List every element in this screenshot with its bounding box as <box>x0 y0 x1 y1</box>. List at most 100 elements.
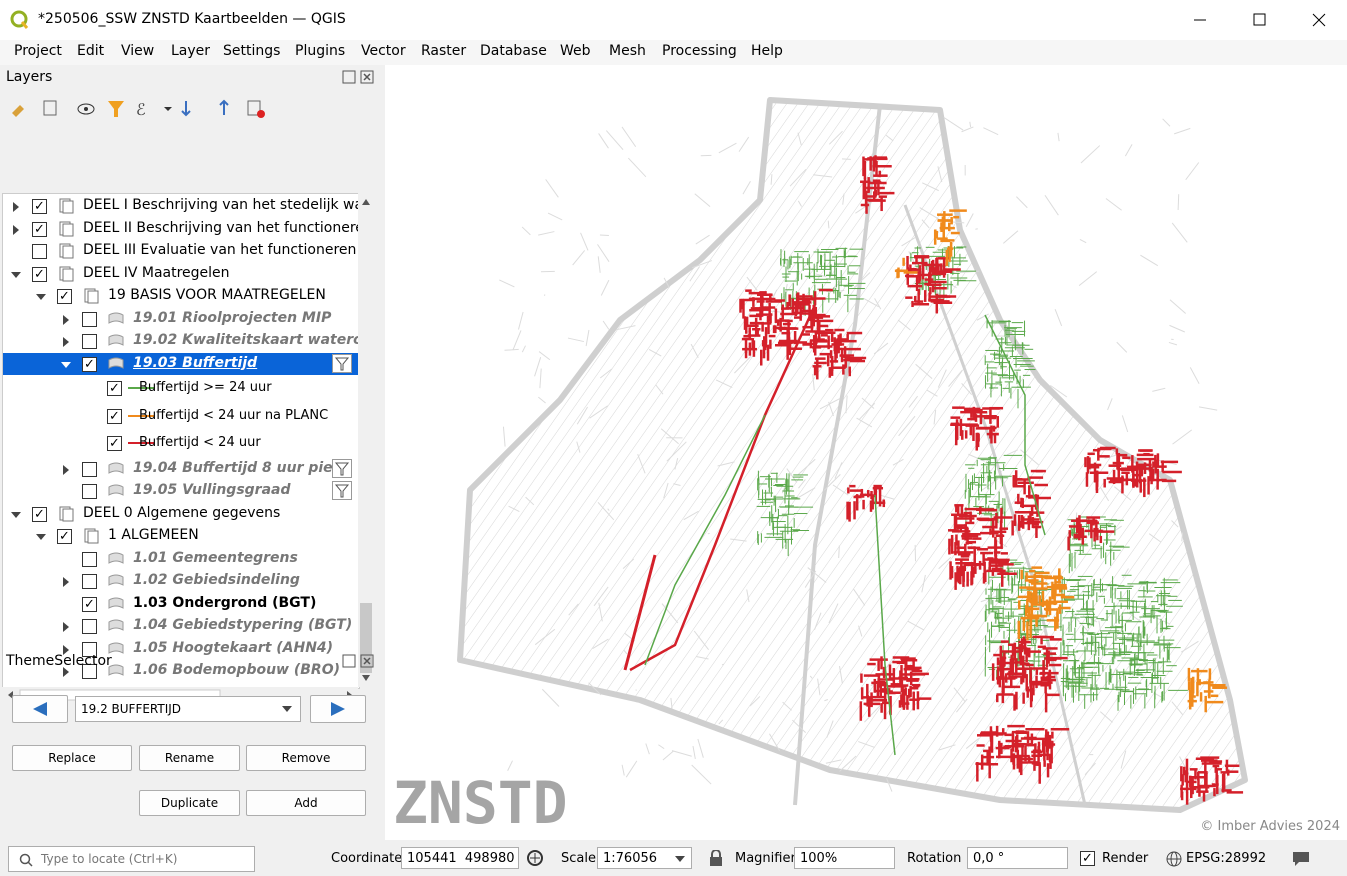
visibility-checkbox[interactable]: ✓ <box>107 381 122 396</box>
filter-icon[interactable] <box>332 458 352 482</box>
theme-button[interactable]: Add <box>246 790 366 816</box>
sewer-line <box>517 311 524 330</box>
crs[interactable]: EPSG:28992 <box>1186 851 1267 866</box>
previous-theme[interactable] <box>12 695 68 723</box>
panel-controls[interactable] <box>342 654 376 668</box>
theme-combo[interactable]: 19.2 BUFFERTIJD <box>75 696 301 722</box>
visibility-checkbox[interactable]: ✓ <box>107 436 122 451</box>
visibility-checkbox[interactable] <box>82 641 97 657</box>
visibility-checkbox[interactable] <box>82 551 97 567</box>
map-canvas[interactable]: ZNSTD © Imber Advies 2024 <box>385 65 1347 840</box>
expander[interactable] <box>61 313 71 329</box>
expander[interactable] <box>61 620 71 636</box>
menu-item[interactable]: Mesh <box>609 43 646 59</box>
layer-row[interactable]: ✓ 1 ALGEMEEN <box>3 525 359 548</box>
menu-item[interactable]: Database <box>480 43 547 59</box>
filter-icon[interactable] <box>332 481 352 504</box>
visibility-checkbox[interactable] <box>82 664 97 679</box>
visibility-checkbox[interactable]: ✓ <box>32 266 47 282</box>
locator[interactable]: Type to locate (Ctrl+K) <box>8 846 255 872</box>
crs-icon[interactable] <box>1166 851 1182 867</box>
theme-button[interactable]: Rename <box>139 745 240 771</box>
layer-row[interactable]: DEEL III Evaluatie van het functioneren … <box>3 240 359 263</box>
extents-toggle[interactable] <box>526 849 544 867</box>
menu-item[interactable]: Vector <box>361 43 406 59</box>
layer-row[interactable]: ✓ DEEL IV Maatregelen <box>3 263 359 286</box>
visibility-checkbox[interactable] <box>82 574 97 589</box>
theme-button[interactable]: Replace <box>12 745 132 771</box>
layer-row[interactable]: ✓ Buffertijd >= 24 uur <box>3 375 359 403</box>
layer-row[interactable]: 1.01 Gemeentegrens <box>3 548 359 571</box>
visibility-checkbox[interactable]: ✓ <box>82 356 97 372</box>
visibility-checkbox[interactable] <box>82 619 97 634</box>
layer-row[interactable]: 1.04 Gebiedstypering (BGT) <box>3 615 359 638</box>
menu-item[interactable]: Processing <box>662 43 737 59</box>
menu-item[interactable]: Project <box>14 43 62 59</box>
layer-row[interactable]: ✓ 19.03 Buffertijd <box>3 352 359 377</box>
layer-row[interactable]: ✓ 19 BASIS VOOR MAATREGELEN <box>3 285 359 308</box>
scale-lock[interactable] <box>709 850 723 866</box>
layer-row[interactable]: ✓ DEEL 0 Algemene gegevens <box>3 503 359 526</box>
expander[interactable] <box>61 665 71 681</box>
next-theme[interactable] <box>310 695 366 723</box>
visibility-checkbox[interactable] <box>82 334 97 349</box>
filter-icon[interactable] <box>332 353 352 377</box>
expander[interactable] <box>61 575 71 591</box>
expander[interactable] <box>36 290 46 306</box>
theme-button[interactable]: Remove <box>246 745 366 771</box>
visibility-checkbox[interactable] <box>82 461 97 477</box>
expander[interactable] <box>11 268 21 284</box>
layer-row[interactable]: 19.04 Buffertijd 8 uur piek <box>3 458 359 481</box>
panel-controls[interactable] <box>342 70 376 84</box>
visibility-checkbox[interactable] <box>32 244 47 259</box>
menu-item[interactable]: Raster <box>421 43 467 59</box>
visibility-checkbox[interactable]: ✓ <box>32 221 47 237</box>
expander[interactable] <box>11 223 21 239</box>
layer-row[interactable]: 1.06 Bodemopbouw (BRO) <box>3 660 359 683</box>
layers-toolbar[interactable]: ℰ <box>10 97 270 121</box>
expander[interactable] <box>61 335 71 351</box>
rotation-field[interactable]: 0,0 ° <box>967 847 1068 869</box>
expander[interactable] <box>11 508 21 524</box>
window-controls[interactable] <box>1180 8 1340 32</box>
layer-row[interactable]: 19.01 Rioolprojecten MIP <box>3 308 359 331</box>
visibility-checkbox[interactable]: ✓ <box>107 408 122 424</box>
expander[interactable] <box>36 530 46 546</box>
menu-item[interactable]: Settings <box>223 43 281 59</box>
menu-item[interactable]: Help <box>751 43 783 59</box>
layer-row[interactable]: ✓ Buffertijd < 24 uur <box>3 430 359 458</box>
sewer-line <box>1049 384 1068 398</box>
messages-icon[interactable] <box>1291 850 1311 868</box>
menu-item[interactable]: Layer <box>171 43 211 59</box>
layer-row[interactable]: 1.05 Hoogtekaart (AHN4) <box>3 638 359 661</box>
scrollbar[interactable] <box>358 193 374 687</box>
expander[interactable] <box>11 200 21 216</box>
expander[interactable] <box>61 463 71 479</box>
visibility-checkbox[interactable]: ✓ <box>32 199 47 214</box>
menu-item[interactable]: Edit <box>77 43 105 59</box>
visibility-checkbox[interactable]: ✓ <box>82 596 97 612</box>
layer-row[interactable]: ✓ DEEL II Beschrijving van het functioner… <box>3 218 359 241</box>
layer-row[interactable]: 19.02 Kwaliteitskaart waterover <box>3 330 359 353</box>
layer-row[interactable]: ✓ 1.03 Ondergrond (BGT) <box>3 593 359 616</box>
sewer-line <box>1044 194 1059 216</box>
visibility-checkbox[interactable] <box>82 311 97 327</box>
layer-row[interactable]: 19.05 Vullingsgraad <box>3 480 359 503</box>
menu-item[interactable]: View <box>121 43 155 59</box>
layer-row[interactable]: 1.02 Gebiedsindeling <box>3 570 359 593</box>
visibility-checkbox[interactable]: ✓ <box>57 529 72 544</box>
visibility-checkbox[interactable]: ✓ <box>32 506 47 522</box>
expander[interactable] <box>61 643 71 659</box>
coordinate-field[interactable]: 105441 498980 <box>401 847 519 869</box>
layer-row[interactable]: ✓ Buffertijd < 24 uur na PLANC <box>3 403 359 431</box>
theme-button[interactable]: Duplicate <box>139 790 240 816</box>
layer-row[interactable]: ✓ DEEL I Beschrijving van het stedelijk w… <box>3 195 359 218</box>
render-checkbox[interactable]: ✓ <box>1080 851 1095 866</box>
scale-field[interactable]: 1:76056 <box>597 847 692 869</box>
visibility-checkbox[interactable]: ✓ <box>57 289 72 304</box>
expander[interactable] <box>61 358 71 374</box>
menu-item[interactable]: Plugins <box>295 43 346 59</box>
menu-item[interactable]: Web <box>560 43 591 59</box>
magnifier-field[interactable]: 100% <box>794 847 895 869</box>
visibility-checkbox[interactable] <box>82 484 97 499</box>
